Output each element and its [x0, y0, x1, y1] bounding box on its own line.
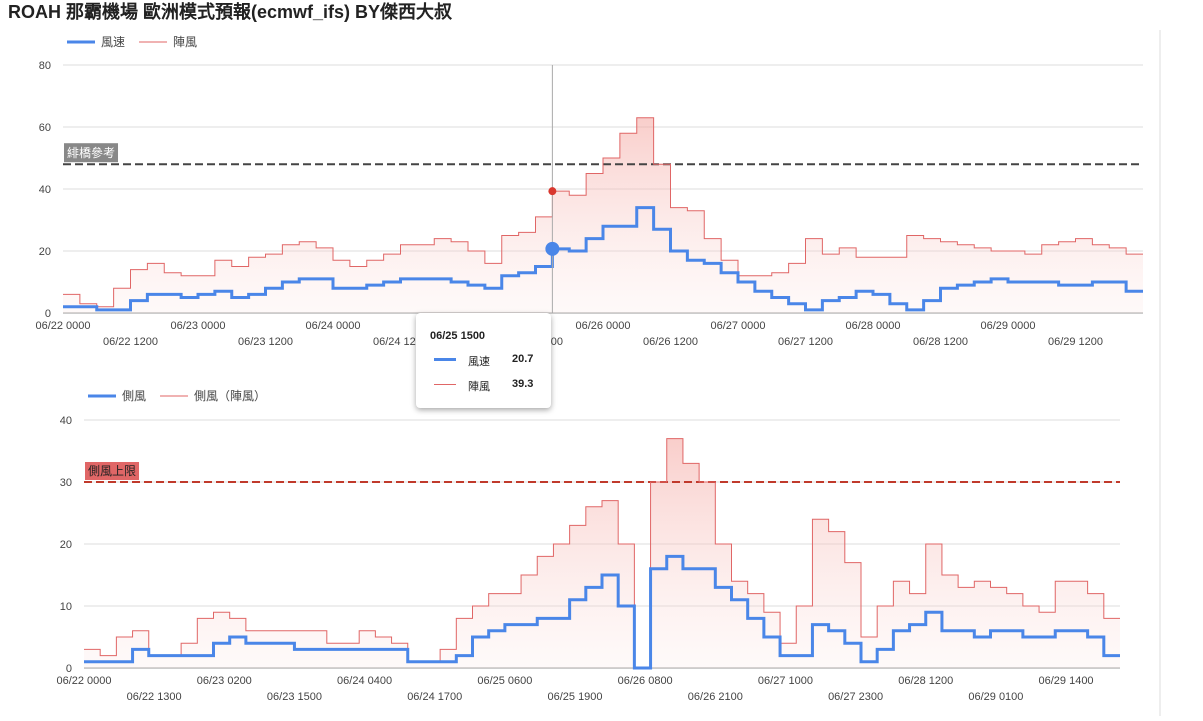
x-tick-label: 06/26 0800 [618, 675, 673, 687]
x-tick-label: 06/27 1000 [758, 675, 813, 687]
tooltip-swatch [434, 358, 456, 361]
reference-label: 側風上限 [88, 464, 136, 478]
x-tick-label: 06/26 2100 [688, 691, 743, 703]
y-tick-label: 20 [39, 246, 51, 258]
x-tick-label: 06/29 0100 [968, 691, 1023, 703]
x-tick-label: 06/25 0600 [477, 675, 532, 687]
y-tick-label: 60 [39, 122, 51, 134]
gust-area [84, 438, 1120, 668]
y-tick-label: 30 [60, 477, 72, 489]
x-tick-label: 06/23 1200 [238, 336, 293, 348]
tooltip: 06/25 1500 風速 20.7 陣風 39.3 [416, 313, 551, 408]
y-tick-label: 0 [45, 308, 51, 320]
tooltip-value: 39.3 [512, 378, 534, 390]
page-title: ROAH 那霸機場 歐洲模式預報(ecmwf_ifs) BY傑西大叔 [8, 1, 453, 22]
series-line [84, 438, 1120, 669]
legend-label: 風速 [101, 35, 125, 49]
tooltip-name: 陣風 [468, 381, 490, 393]
x-tick-label: 06/22 0000 [56, 675, 111, 687]
x-tick-label: 06/24 1200 [373, 336, 428, 348]
x-tick-label: 06/25 1900 [547, 691, 602, 703]
x-tick-label: 06/26 0000 [575, 320, 630, 332]
x-tick-label: 06/22 1300 [127, 691, 182, 703]
series-line [84, 554, 1120, 670]
y-tick-label: 80 [39, 60, 51, 72]
x-tick-label: 06/27 1200 [778, 336, 833, 348]
x-tick-label: 06/23 0000 [170, 320, 225, 332]
x-tick-label: 06/24 1700 [407, 691, 462, 703]
reference-label-bg [64, 143, 119, 163]
series-line [63, 206, 1143, 312]
hover-point [548, 187, 557, 196]
legend-label: 側風 [122, 389, 146, 403]
x-tick-label: 06/26 1200 [643, 336, 698, 348]
y-tick-label: 10 [60, 601, 72, 613]
tooltip-value: 20.7 [512, 353, 534, 365]
x-tick-label: 06/23 0200 [197, 675, 252, 687]
y-tick-label: 0 [66, 663, 72, 675]
x-tick-label: 06/29 1200 [1048, 336, 1103, 348]
x-tick-label: 06/27 0000 [710, 320, 765, 332]
x-tick-label: 06/22 1200 [103, 336, 158, 348]
reference-label-bg [85, 462, 140, 480]
y-tick-label: 40 [60, 415, 72, 427]
x-tick-label: 06/29 0000 [980, 320, 1035, 332]
hover-point [545, 241, 560, 256]
tooltip-time: 06/25 1500 [430, 330, 486, 342]
series-line [63, 117, 1143, 308]
x-tick-label: 06/28 1200 [898, 675, 953, 687]
gust-area [63, 117, 1143, 313]
y-tick-label: 20 [60, 539, 72, 551]
legend-label: 側風（陣風） [194, 389, 266, 403]
tooltip-swatch [434, 384, 456, 385]
reference-label: 緋橋參考 [67, 145, 115, 160]
x-tick-label: 06/27 2300 [828, 691, 883, 703]
x-tick-label: 06/24 0400 [337, 675, 392, 687]
x-tick-label: 06/23 1500 [267, 691, 322, 703]
x-tick-label: 06/24 0000 [305, 320, 360, 332]
tooltip-name: 風速 [468, 356, 490, 368]
y-tick-label: 40 [39, 184, 51, 196]
x-tick-label: 06/28 0000 [845, 320, 900, 332]
x-tick-label: 06/28 1200 [913, 336, 968, 348]
legend-label: 陣風 [173, 35, 197, 49]
x-tick-label: 06/29 1400 [1039, 675, 1094, 687]
x-tick-label: 06/22 0000 [35, 320, 90, 332]
